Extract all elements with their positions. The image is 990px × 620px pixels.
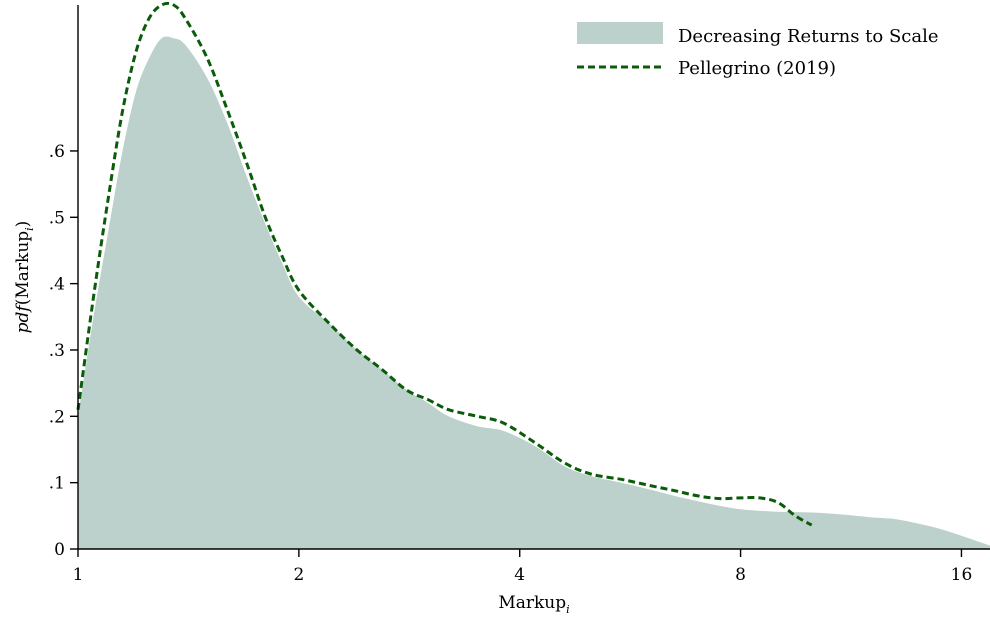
- y-tick-label: 0: [54, 540, 65, 560]
- axis-ticks: 1 2 4 8 16 0 .1 .2 .3 .4 .5 .6: [49, 142, 973, 585]
- x-tick-label: 16: [951, 565, 973, 585]
- y-tick-label: .4: [49, 275, 65, 295]
- legend-label-dashed: Pellegrino (2019): [678, 58, 836, 79]
- legend-swatch-area: [577, 22, 663, 44]
- series-area-drs: [78, 36, 990, 550]
- axes: [77, 5, 990, 550]
- y-tick-label: .6: [49, 142, 65, 162]
- x-tick-label: 1: [73, 565, 84, 585]
- x-axis-title-subscript: i: [566, 603, 570, 616]
- y-tick-label: .3: [49, 341, 65, 361]
- x-tick-label: 4: [514, 565, 525, 585]
- plot-area: [76, 1, 990, 550]
- x-tick-label: 2: [293, 565, 304, 585]
- series-line-pellegrino: [76, 1, 813, 527]
- x-tick-label: 8: [735, 565, 746, 585]
- y-tick-label: .2: [49, 407, 65, 427]
- x-axis-title: Markupi: [498, 593, 569, 616]
- y-tick-label: .5: [49, 208, 65, 228]
- legend: Decreasing Returns to Scale Pellegrino (…: [577, 22, 939, 79]
- legend-label-area: Decreasing Returns to Scale: [678, 26, 939, 47]
- y-axis-title-subscript: i: [23, 227, 36, 231]
- y-axis-title: pdf(Markupi): [13, 221, 36, 334]
- y-tick-label: .1: [49, 474, 65, 494]
